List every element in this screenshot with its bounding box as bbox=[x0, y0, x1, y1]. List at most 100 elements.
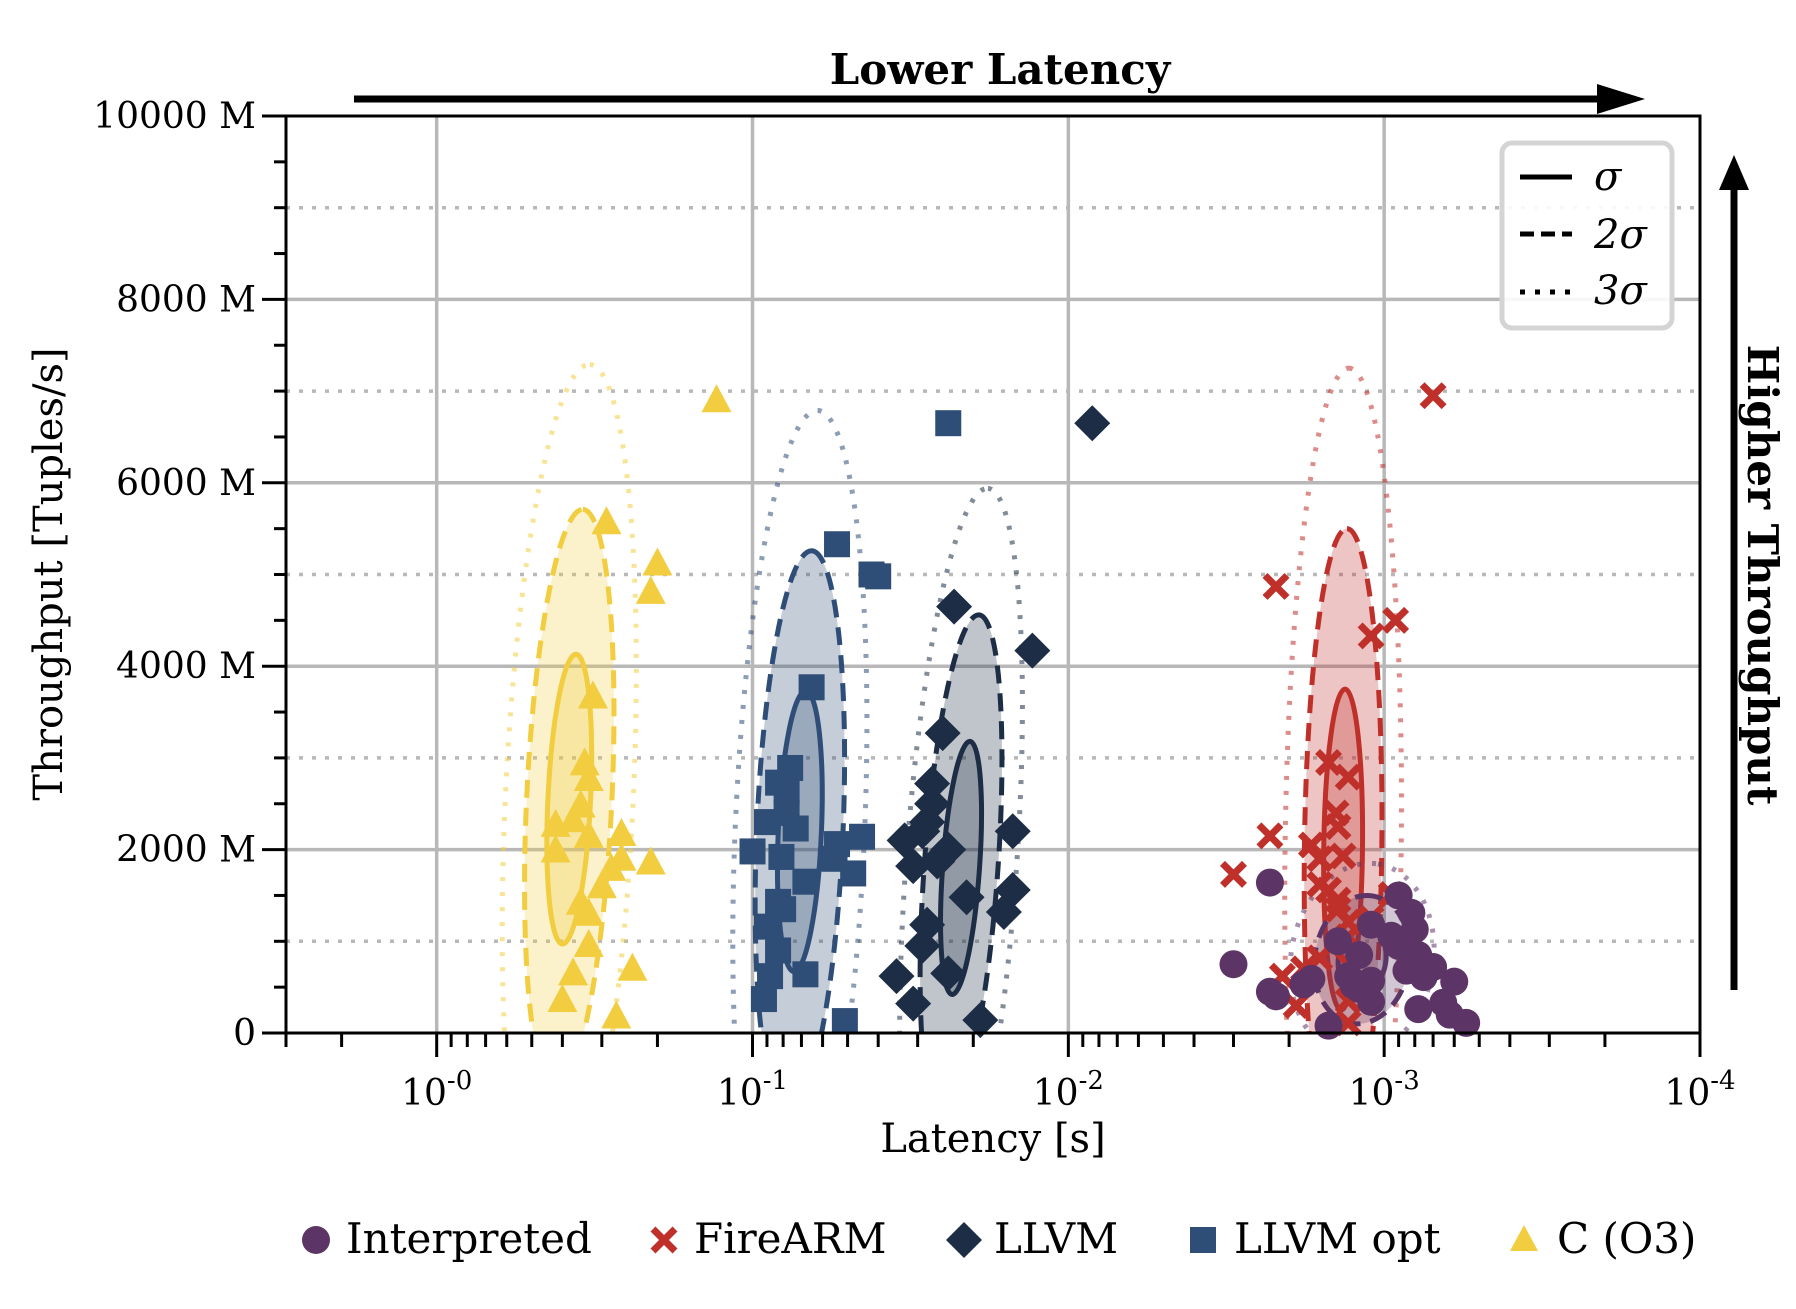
higher-throughput-label: Higher Throughput bbox=[1738, 345, 1787, 806]
point-llvm bbox=[924, 715, 961, 752]
point-interpreted bbox=[1400, 915, 1429, 944]
x-tick-label-4: 10-4 bbox=[1664, 1066, 1735, 1114]
point-llvm-opt bbox=[935, 410, 962, 437]
point-llvm bbox=[930, 955, 967, 992]
point-c-o3 bbox=[635, 575, 666, 604]
point-firearm-stroke bbox=[1220, 860, 1247, 888]
x-axis-title: Latency [s] bbox=[880, 1116, 1105, 1162]
legend-label-firearm: FireARM bbox=[694, 1214, 886, 1263]
point-interpreted bbox=[1314, 1011, 1343, 1040]
point-c-o3 bbox=[540, 834, 571, 863]
point-interpreted bbox=[1324, 927, 1353, 956]
point-llvm-opt bbox=[792, 961, 819, 988]
legend-label-interpreted: Interpreted bbox=[346, 1214, 592, 1263]
ellipse-interpreted-3sigma bbox=[1287, 860, 1437, 1033]
point-interpreted bbox=[1255, 868, 1284, 897]
point-c-o3 bbox=[573, 928, 604, 957]
point-llvm-opt bbox=[768, 843, 795, 870]
axes: 0 2000 M 4000 M 6000 M 8000 M 10000 M 10-0 10-1… bbox=[93, 96, 1735, 1114]
point-c-o3 bbox=[606, 818, 637, 847]
grid bbox=[286, 116, 1700, 1033]
point-c-o3 bbox=[701, 384, 732, 413]
point-firearm bbox=[1256, 822, 1284, 850]
sigma-legend-label-2: 2σ bbox=[1593, 212, 1648, 258]
x-tick-label-2: 10-2 bbox=[1033, 1066, 1104, 1114]
point-c-o3 bbox=[558, 957, 589, 986]
point-c-o3 bbox=[591, 506, 622, 535]
point-firearm bbox=[1382, 606, 1410, 634]
point-firearm-stroke bbox=[1262, 572, 1290, 600]
point-llvm bbox=[895, 985, 932, 1022]
legend-marker-llvm-opt bbox=[1190, 1227, 1216, 1253]
point-firearm bbox=[1315, 876, 1343, 904]
point-c-o3 bbox=[596, 852, 627, 881]
point-c-o3 bbox=[573, 897, 604, 926]
ellipse-c-o3-3sigma bbox=[499, 362, 639, 1033]
point-c-o3 bbox=[540, 808, 571, 837]
point-firearm-stroke bbox=[1357, 622, 1385, 650]
point-llvm bbox=[1014, 632, 1051, 669]
point-firearm bbox=[1419, 382, 1447, 410]
point-firearm bbox=[1329, 842, 1357, 870]
point-c-o3 bbox=[642, 547, 673, 576]
point-c-o3 bbox=[601, 1000, 632, 1029]
point-llvm bbox=[962, 1002, 999, 1039]
point-c-o3 bbox=[586, 870, 617, 899]
point-firearm bbox=[1297, 831, 1325, 859]
point-c-o3 bbox=[547, 983, 578, 1012]
point-llvm bbox=[895, 848, 932, 885]
ellipse-c-o3-1sigma bbox=[544, 651, 595, 947]
point-c-o3 bbox=[569, 747, 600, 776]
point-llvm-opt bbox=[849, 823, 876, 850]
legend-label-llvm-opt: LLVM opt bbox=[1234, 1214, 1441, 1263]
point-firearm-stroke bbox=[1297, 831, 1325, 859]
point-c-o3 bbox=[577, 680, 608, 709]
y-tick-label-5: 10000 M bbox=[93, 96, 256, 137]
x-tick-label-3: 10-3 bbox=[1349, 1066, 1420, 1114]
point-llvm-opt bbox=[770, 896, 797, 923]
point-llvm-opt bbox=[765, 769, 792, 796]
y-tick-label-4: 8000 M bbox=[116, 279, 256, 320]
point-interpreted bbox=[1219, 950, 1248, 979]
point-firearm bbox=[1262, 572, 1290, 600]
point-interpreted bbox=[1345, 974, 1374, 1003]
point-firearm-stroke bbox=[1419, 382, 1447, 410]
point-llvm-opt bbox=[831, 1008, 858, 1035]
legend-marker-llvm bbox=[946, 1222, 982, 1258]
point-llvm-opt bbox=[773, 799, 800, 826]
point-llvm bbox=[1074, 405, 1111, 442]
point-llvm-opt bbox=[840, 860, 867, 887]
point-interpreted bbox=[1357, 910, 1386, 939]
sigma-legend-label-1: σ bbox=[1594, 154, 1623, 200]
point-interpreted bbox=[1262, 982, 1291, 1011]
lower-latency-label: Lower Latency bbox=[830, 45, 1172, 94]
point-firearm-stroke bbox=[1324, 813, 1352, 841]
point-llvm-opt bbox=[798, 674, 825, 701]
point-llvm-opt bbox=[765, 937, 792, 964]
point-interpreted bbox=[1384, 881, 1413, 910]
x-tick-label-0: 10-0 bbox=[401, 1066, 472, 1114]
legend-marker-c-o3 bbox=[1510, 1225, 1538, 1251]
point-firearm bbox=[1306, 845, 1334, 873]
point-firearm bbox=[1324, 895, 1352, 923]
point-c-o3 bbox=[635, 846, 666, 875]
ellipse-llvm-opt-3sigma bbox=[730, 407, 870, 1033]
y-tick-label-3: 6000 M bbox=[116, 463, 256, 504]
point-llvm bbox=[914, 785, 951, 822]
ellipse-firearm-3sigma bbox=[1282, 365, 1404, 1033]
point-llvm bbox=[930, 831, 967, 868]
point-firearm bbox=[1315, 749, 1343, 776]
ellipse-llvm-3sigma bbox=[897, 485, 1025, 1033]
point-llvm bbox=[904, 927, 941, 964]
point-llvm bbox=[994, 871, 1031, 908]
point-interpreted bbox=[1440, 967, 1469, 996]
legend-label-c-o3: C (O3) bbox=[1557, 1214, 1696, 1263]
point-interpreted bbox=[1345, 941, 1374, 970]
point-firearm-stroke bbox=[1324, 895, 1352, 923]
point-c-o3 bbox=[565, 789, 596, 818]
point-firearm bbox=[1324, 813, 1352, 841]
y-tick-label-2: 4000 M bbox=[116, 646, 256, 687]
series-legend: Interpreted FireARM LLVM LLVM opt C (O3) bbox=[302, 1214, 1696, 1263]
point-llvm-opt bbox=[858, 561, 885, 588]
point-interpreted bbox=[1404, 995, 1433, 1024]
